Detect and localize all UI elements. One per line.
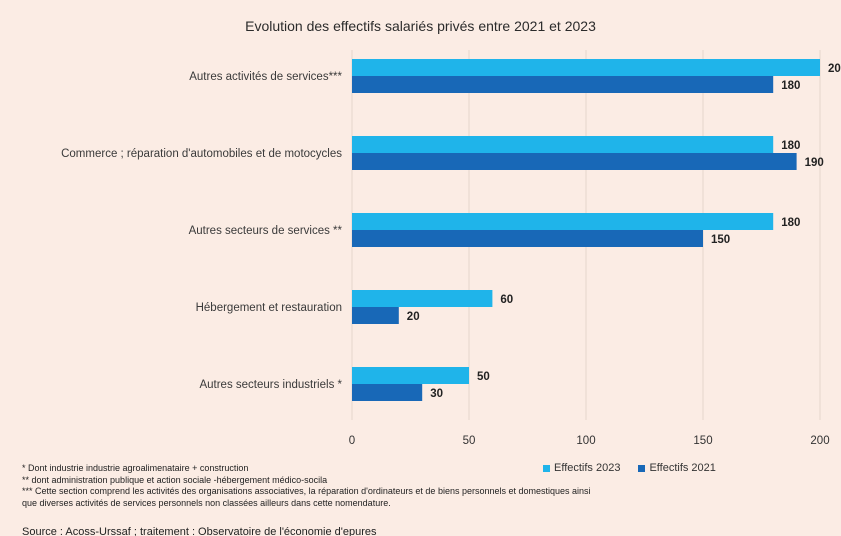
- data-label: 180: [781, 140, 800, 152]
- data-label: 20: [828, 63, 841, 75]
- legend-label-2023: Effectifs 2023: [554, 462, 621, 474]
- bar: [352, 153, 797, 170]
- chart-title: Evolution des effectifs salariés privés …: [245, 18, 596, 34]
- category-label: Hébergement et restauration: [196, 302, 342, 314]
- data-label: 150: [711, 234, 730, 246]
- bar: [352, 230, 703, 247]
- data-label: 50: [477, 371, 490, 383]
- data-label: 20: [407, 311, 420, 323]
- x-tick-label: 0: [349, 435, 355, 447]
- x-tick-label: 100: [576, 435, 595, 447]
- footnote-2: ** dont administration publique et actio…: [22, 474, 328, 485]
- legend-swatch-2023: [543, 464, 550, 472]
- data-label: 190: [805, 157, 824, 169]
- footnote-3: *** Cette section comprend les activités…: [22, 486, 591, 496]
- x-tick-label: 200: [810, 435, 829, 447]
- data-label: 30: [430, 388, 443, 400]
- data-label: 180: [781, 80, 800, 92]
- category-label: Commerce ; réparation d'automobiles et d…: [61, 148, 342, 160]
- bar: [352, 290, 493, 307]
- bar: [352, 59, 820, 76]
- legend: Effectifs 2023 Effectifs 2021: [543, 462, 716, 474]
- footnotes: * Dont industrie industrie agroalimenata…: [22, 463, 742, 509]
- data-label: 60: [500, 294, 513, 306]
- bar: [352, 213, 774, 230]
- footnote-1: * Dont industrie industrie agroalimenata…: [22, 463, 249, 473]
- bar: [352, 76, 774, 93]
- bar: [352, 367, 469, 384]
- category-label: Autres secteurs industriels *: [199, 379, 342, 391]
- bar: [352, 307, 399, 324]
- legend-item-2021: Effectifs 2021: [638, 462, 716, 474]
- data-label: 180: [781, 217, 800, 229]
- category-label: Autres activités de services***: [189, 71, 342, 83]
- bar: [352, 136, 774, 153]
- legend-swatch-2021: [638, 464, 646, 472]
- footnote-4: que diverses activités de services perso…: [22, 497, 391, 508]
- source-note: Source : Acoss-Urssaf ; traitement : Obs…: [22, 526, 377, 536]
- category-label: Autres secteurs de services **: [189, 225, 343, 237]
- legend-label-2021: Effectifs 2021: [649, 462, 716, 474]
- x-tick-label: 150: [693, 435, 712, 447]
- x-tick-label: 50: [463, 435, 476, 447]
- legend-item-2023: Effectifs 2023: [543, 462, 620, 474]
- bar: [352, 384, 423, 401]
